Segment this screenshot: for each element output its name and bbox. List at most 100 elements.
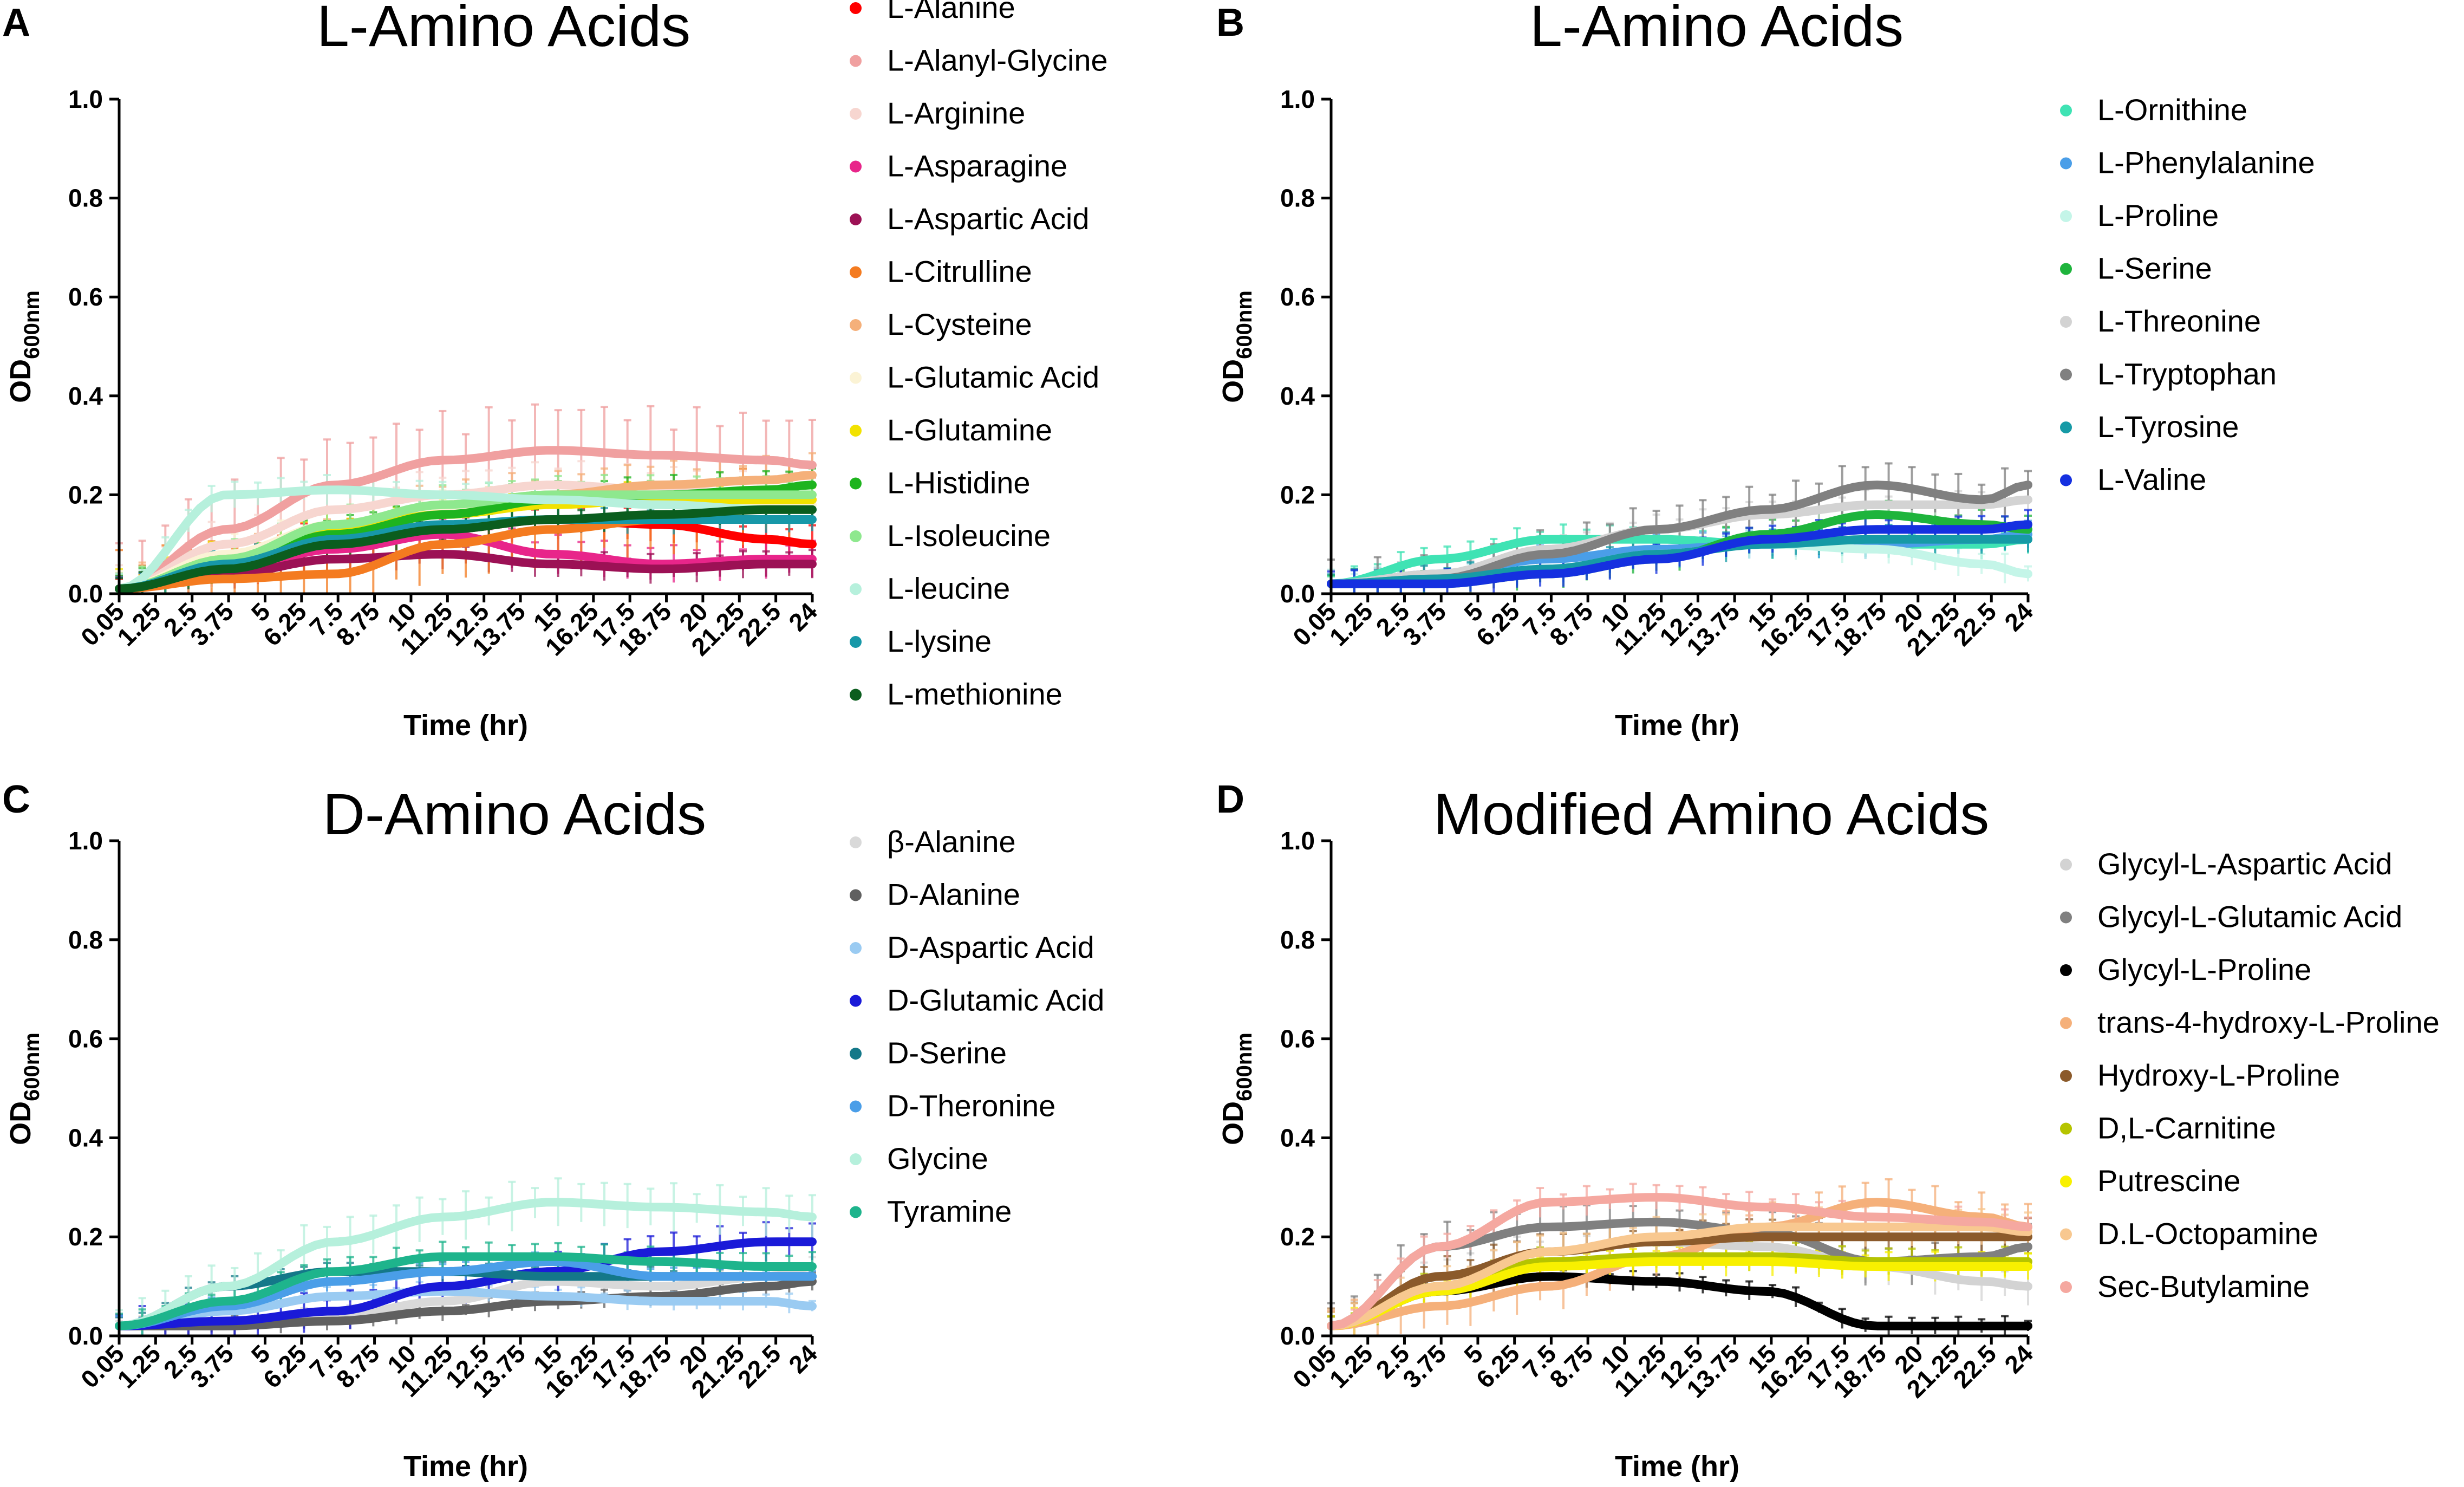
y-tick-label: 1.0 [1280, 827, 1315, 855]
legend-marker [850, 583, 862, 595]
legend-label: D-Alanine [887, 878, 1020, 912]
y-axis-label: OD600nm [1217, 290, 1256, 403]
legend-label: L-Cysteine [887, 307, 1032, 341]
y-tick-label: 0.4 [1280, 382, 1315, 410]
x-tick-label: 22.5 [1947, 1339, 2002, 1393]
legend-label: L-Histidine [887, 466, 1031, 500]
legend-item: L-Asparagine [850, 149, 1067, 183]
legend-marker [850, 636, 862, 648]
y-tick-label: 0.2 [68, 1223, 103, 1251]
legend-item: L-Alanine [850, 0, 1015, 24]
x-axis-ticks: 0.051.252.53.75 56.257.58.751011.2512.513… [75, 594, 823, 661]
panel-letter: D [1216, 778, 1244, 821]
legend-item: D-Glutamic Acid [850, 983, 1104, 1017]
legend-marker [850, 995, 862, 1007]
panel-title: L-Amino Acids [317, 0, 690, 59]
series-line [115, 505, 817, 593]
panel-letter: B [1216, 1, 1244, 44]
y-tick-label: 0.6 [68, 1025, 103, 1053]
legend-item: D-Serine [850, 1036, 1007, 1070]
x-tick-label: 8.75 [331, 597, 385, 651]
legend-marker [850, 160, 862, 173]
series-line [1327, 1222, 2032, 1330]
y-axis-label: OD600nm [4, 1033, 44, 1145]
legend-item: L-Alanyl-Glycine [850, 43, 1108, 77]
legend-label: Sec-Butylamine [2097, 1269, 2310, 1303]
legend-item: Glycyl-L-Glutamic Acid [2060, 900, 2402, 934]
legend-marker [850, 689, 862, 701]
legend-label: L-Alanyl-Glycine [887, 43, 1108, 77]
series-line [115, 515, 817, 593]
legend-marker [2060, 474, 2072, 486]
legend-item: β-Alanine [850, 824, 1016, 859]
legend-marker [2060, 368, 2072, 381]
x-tick-label: 1.25 [1324, 597, 1378, 651]
legend-item: L-Histidine [850, 466, 1031, 500]
series-line [1327, 520, 2032, 588]
y-tick-label: 0.0 [1280, 580, 1315, 608]
legend: Glycyl-L-Aspartic Acid Glycyl-L-Glutamic … [2060, 847, 2440, 1303]
x-tick-label: 1.25 [112, 597, 166, 651]
x-tick-label: 3.75 [185, 597, 239, 651]
series-line [115, 1287, 817, 1330]
legend-marker [2060, 210, 2072, 222]
panel-b: B L-Amino Acids 0.0 0.2 0.4 0.6 0.8 1.0 0.051… [1216, 0, 2315, 742]
legend-item: Hydroxy-L-Proline [2060, 1058, 2340, 1092]
legend-item: D.L-Octopamine [2060, 1217, 2318, 1251]
y-axis-ticks: 0.0 0.2 0.4 0.6 0.8 1.0 [68, 85, 119, 608]
legend-marker [2060, 911, 2072, 924]
legend-marker [850, 2, 862, 14]
x-axis-ticks: 0.051.252.53.75 56.257.58.751011.2512.513… [1287, 1336, 2038, 1403]
y-tick-label: 0.0 [1280, 1322, 1315, 1350]
y-tick-label: 0.4 [68, 1124, 103, 1152]
series-lines [115, 446, 817, 593]
legend-label: Glycyl-L-Glutamic Acid [2097, 900, 2402, 934]
legend-marker [850, 942, 862, 954]
y-tick-label: 0.2 [1280, 1223, 1315, 1251]
legend-marker [850, 1206, 862, 1218]
legend-label: L-leucine [887, 572, 1010, 606]
x-axis-label: Time (hr) [403, 1450, 528, 1483]
legend-marker [850, 108, 862, 120]
legend-marker [2060, 1122, 2072, 1135]
legend-item: D-Aspartic Acid [850, 930, 1094, 964]
y-tick-label: 0.4 [1280, 1124, 1315, 1152]
x-tick-label: 3.75 [1397, 597, 1451, 651]
legend-item: L-methionine [850, 677, 1062, 711]
legend-marker [2060, 421, 2072, 433]
y-tick-label: 0.8 [1280, 184, 1315, 212]
legend-label: L-Isoleucine [887, 518, 1051, 553]
panel-title: Modified Amino Acids [1433, 781, 1990, 847]
y-tick-label: 0.2 [1280, 480, 1315, 509]
legend-item: L-Phenylalanine [2060, 146, 2315, 180]
legend-item: L-Citrulline [850, 255, 1032, 289]
legend-item: L-Isoleucine [850, 518, 1051, 553]
legend-marker [850, 1048, 862, 1060]
legend-item: L-Arginine [850, 96, 1025, 130]
legend-marker [850, 836, 862, 848]
legend-label: D-Serine [887, 1036, 1007, 1070]
legend-label: L-methionine [887, 677, 1062, 711]
legend-label: Hydroxy-L-Proline [2097, 1058, 2340, 1092]
y-axis-label: OD600nm [1217, 1033, 1256, 1145]
legend-item: L-Proline [2060, 198, 2219, 232]
y-tick-label: 0.0 [68, 1322, 103, 1350]
series-line [115, 550, 817, 593]
legend: β-Alanine D-Alanine D-Aspartic Acid D-Gluta… [850, 824, 1104, 1229]
legend-item: L-Cysteine [850, 307, 1032, 341]
x-tick-label: 1.25 [112, 1339, 166, 1393]
y-axis-ticks: 0.0 0.2 0.4 0.6 0.8 1.0 [1280, 85, 1331, 608]
legend-item: Glycyl-L-Aspartic Acid [2060, 847, 2393, 881]
series-line [115, 1277, 817, 1330]
legend-marker [850, 319, 862, 331]
legend-label: L-Asparagine [887, 149, 1067, 183]
y-tick-label: 0.0 [68, 580, 103, 608]
legend-marker [2060, 316, 2072, 328]
legend-item: D-Alanine [850, 878, 1020, 912]
legend-label: D,L-Carnitine [2097, 1111, 2276, 1145]
series-line [115, 490, 817, 593]
x-tick-label: 8.75 [1544, 1339, 1598, 1393]
series-line [115, 1257, 817, 1330]
legend-label: Glycyl-L-Aspartic Acid [2097, 847, 2393, 881]
legend-item: L-Threonine [2060, 304, 2261, 338]
